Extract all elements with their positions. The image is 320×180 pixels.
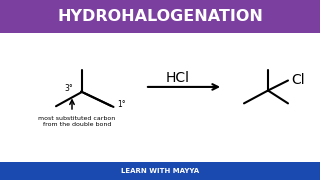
Text: LEARN WITH MAYYA: LEARN WITH MAYYA: [121, 168, 199, 174]
Text: 1°: 1°: [117, 100, 126, 109]
Text: 3°: 3°: [65, 84, 73, 93]
Text: HYDROHALOGENATION: HYDROHALOGENATION: [57, 9, 263, 24]
Text: Cl: Cl: [291, 73, 305, 87]
Text: HCl: HCl: [166, 71, 190, 85]
Text: most substituted carbon
from the double bond: most substituted carbon from the double …: [38, 116, 116, 127]
